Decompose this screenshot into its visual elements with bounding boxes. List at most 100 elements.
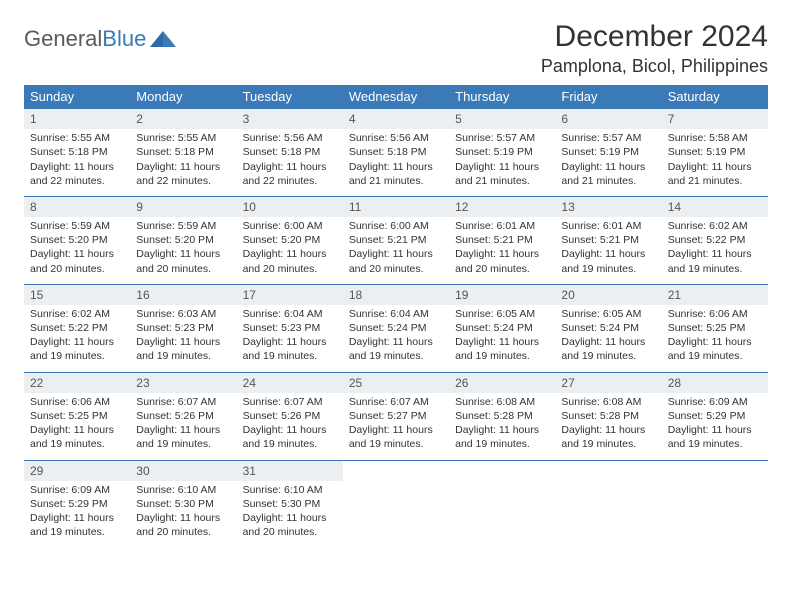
day-number: 19 <box>449 285 555 305</box>
day-number: 18 <box>343 285 449 305</box>
weekday-header: Monday <box>130 85 236 109</box>
sunrise-line: Sunrise: 6:05 AM <box>455 307 549 321</box>
day-content: Sunrise: 5:55 AMSunset: 5:18 PMDaylight:… <box>130 129 236 196</box>
calendar-cell: 29Sunrise: 6:09 AMSunset: 5:29 PMDayligh… <box>24 460 130 547</box>
day-content: Sunrise: 6:08 AMSunset: 5:28 PMDaylight:… <box>449 393 555 460</box>
sunrise-line: Sunrise: 6:02 AM <box>30 307 124 321</box>
calendar-row: 15Sunrise: 6:02 AMSunset: 5:22 PMDayligh… <box>24 284 768 372</box>
daylight-line: Daylight: 11 hours and 22 minutes. <box>30 160 124 188</box>
day-content: Sunrise: 6:07 AMSunset: 5:27 PMDaylight:… <box>343 393 449 460</box>
daylight-line: Daylight: 11 hours and 20 minutes. <box>243 511 337 539</box>
day-number: 16 <box>130 285 236 305</box>
day-number: 21 <box>662 285 768 305</box>
daylight-line: Daylight: 11 hours and 19 minutes. <box>136 423 230 451</box>
calendar-cell <box>449 460 555 547</box>
day-content: Sunrise: 6:00 AMSunset: 5:20 PMDaylight:… <box>237 217 343 284</box>
daylight-line: Daylight: 11 hours and 21 minutes. <box>349 160 443 188</box>
day-number-empty <box>449 461 555 481</box>
logo-text-blue: Blue <box>102 26 146 51</box>
calendar-cell <box>555 460 661 547</box>
daylight-line: Daylight: 11 hours and 19 minutes. <box>668 247 762 275</box>
calendar-row: 22Sunrise: 6:06 AMSunset: 5:25 PMDayligh… <box>24 372 768 460</box>
sunrise-line: Sunrise: 6:09 AM <box>30 483 124 497</box>
daylight-line: Daylight: 11 hours and 19 minutes. <box>136 335 230 363</box>
day-content: Sunrise: 6:07 AMSunset: 5:26 PMDaylight:… <box>130 393 236 460</box>
sunrise-line: Sunrise: 6:07 AM <box>136 395 230 409</box>
day-content: Sunrise: 6:02 AMSunset: 5:22 PMDaylight:… <box>662 217 768 284</box>
sunset-line: Sunset: 5:29 PM <box>30 497 124 511</box>
calendar-cell: 13Sunrise: 6:01 AMSunset: 5:21 PMDayligh… <box>555 196 661 284</box>
calendar-cell: 31Sunrise: 6:10 AMSunset: 5:30 PMDayligh… <box>237 460 343 547</box>
day-content: Sunrise: 6:00 AMSunset: 5:21 PMDaylight:… <box>343 217 449 284</box>
calendar-cell: 22Sunrise: 6:06 AMSunset: 5:25 PMDayligh… <box>24 372 130 460</box>
day-content: Sunrise: 5:58 AMSunset: 5:19 PMDaylight:… <box>662 129 768 196</box>
day-content: Sunrise: 6:10 AMSunset: 5:30 PMDaylight:… <box>237 481 343 548</box>
daylight-line: Daylight: 11 hours and 19 minutes. <box>561 247 655 275</box>
sunrise-line: Sunrise: 6:02 AM <box>668 219 762 233</box>
sunrise-line: Sunrise: 6:06 AM <box>30 395 124 409</box>
day-content: Sunrise: 6:08 AMSunset: 5:28 PMDaylight:… <box>555 393 661 460</box>
day-number: 26 <box>449 373 555 393</box>
daylight-line: Daylight: 11 hours and 20 minutes. <box>136 511 230 539</box>
location-text: Pamplona, Bicol, Philippines <box>541 56 768 77</box>
daylight-line: Daylight: 11 hours and 22 minutes. <box>243 160 337 188</box>
calendar-cell: 6Sunrise: 5:57 AMSunset: 5:19 PMDaylight… <box>555 109 661 197</box>
day-content: Sunrise: 5:59 AMSunset: 5:20 PMDaylight:… <box>130 217 236 284</box>
sunset-line: Sunset: 5:20 PM <box>243 233 337 247</box>
calendar-cell: 28Sunrise: 6:09 AMSunset: 5:29 PMDayligh… <box>662 372 768 460</box>
daylight-line: Daylight: 11 hours and 19 minutes. <box>561 335 655 363</box>
sunrise-line: Sunrise: 6:04 AM <box>349 307 443 321</box>
sunrise-line: Sunrise: 5:55 AM <box>136 131 230 145</box>
sunset-line: Sunset: 5:19 PM <box>455 145 549 159</box>
sunrise-line: Sunrise: 5:59 AM <box>30 219 124 233</box>
sunset-line: Sunset: 5:23 PM <box>243 321 337 335</box>
day-number: 3 <box>237 109 343 129</box>
day-number: 9 <box>130 197 236 217</box>
day-content: Sunrise: 6:10 AMSunset: 5:30 PMDaylight:… <box>130 481 236 548</box>
calendar-cell: 4Sunrise: 5:56 AMSunset: 5:18 PMDaylight… <box>343 109 449 197</box>
sunset-line: Sunset: 5:21 PM <box>455 233 549 247</box>
sunrise-line: Sunrise: 5:58 AM <box>668 131 762 145</box>
sunrise-line: Sunrise: 5:56 AM <box>349 131 443 145</box>
sunset-line: Sunset: 5:26 PM <box>243 409 337 423</box>
day-content: Sunrise: 6:03 AMSunset: 5:23 PMDaylight:… <box>130 305 236 372</box>
calendar-body: 1Sunrise: 5:55 AMSunset: 5:18 PMDaylight… <box>24 109 768 548</box>
daylight-line: Daylight: 11 hours and 19 minutes. <box>455 335 549 363</box>
sunrise-line: Sunrise: 5:57 AM <box>561 131 655 145</box>
sunset-line: Sunset: 5:30 PM <box>243 497 337 511</box>
calendar-cell: 15Sunrise: 6:02 AMSunset: 5:22 PMDayligh… <box>24 284 130 372</box>
sunset-line: Sunset: 5:24 PM <box>455 321 549 335</box>
day-content: Sunrise: 6:01 AMSunset: 5:21 PMDaylight:… <box>449 217 555 284</box>
day-number: 25 <box>343 373 449 393</box>
daylight-line: Daylight: 11 hours and 19 minutes. <box>668 335 762 363</box>
daylight-line: Daylight: 11 hours and 19 minutes. <box>30 335 124 363</box>
day-content: Sunrise: 6:09 AMSunset: 5:29 PMDaylight:… <box>662 393 768 460</box>
sunset-line: Sunset: 5:30 PM <box>136 497 230 511</box>
daylight-line: Daylight: 11 hours and 19 minutes. <box>349 423 443 451</box>
daylight-line: Daylight: 11 hours and 20 minutes. <box>349 247 443 275</box>
calendar-cell: 24Sunrise: 6:07 AMSunset: 5:26 PMDayligh… <box>237 372 343 460</box>
calendar-cell: 1Sunrise: 5:55 AMSunset: 5:18 PMDaylight… <box>24 109 130 197</box>
calendar-cell: 23Sunrise: 6:07 AMSunset: 5:26 PMDayligh… <box>130 372 236 460</box>
calendar-cell: 19Sunrise: 6:05 AMSunset: 5:24 PMDayligh… <box>449 284 555 372</box>
weekday-header: Thursday <box>449 85 555 109</box>
sunrise-line: Sunrise: 6:01 AM <box>561 219 655 233</box>
sunset-line: Sunset: 5:20 PM <box>136 233 230 247</box>
calendar-row: 29Sunrise: 6:09 AMSunset: 5:29 PMDayligh… <box>24 460 768 547</box>
sunrise-line: Sunrise: 6:00 AM <box>349 219 443 233</box>
day-number-empty <box>343 461 449 481</box>
daylight-line: Daylight: 11 hours and 20 minutes. <box>455 247 549 275</box>
sunrise-line: Sunrise: 6:00 AM <box>243 219 337 233</box>
calendar-cell: 14Sunrise: 6:02 AMSunset: 5:22 PMDayligh… <box>662 196 768 284</box>
day-number: 27 <box>555 373 661 393</box>
calendar-cell <box>662 460 768 547</box>
daylight-line: Daylight: 11 hours and 19 minutes. <box>349 335 443 363</box>
calendar-cell: 7Sunrise: 5:58 AMSunset: 5:19 PMDaylight… <box>662 109 768 197</box>
day-number: 23 <box>130 373 236 393</box>
day-content: Sunrise: 6:05 AMSunset: 5:24 PMDaylight:… <box>449 305 555 372</box>
day-content: Sunrise: 5:57 AMSunset: 5:19 PMDaylight:… <box>555 129 661 196</box>
daylight-line: Daylight: 11 hours and 19 minutes. <box>668 423 762 451</box>
sunset-line: Sunset: 5:22 PM <box>30 321 124 335</box>
weekday-header: Tuesday <box>237 85 343 109</box>
day-content: Sunrise: 6:04 AMSunset: 5:23 PMDaylight:… <box>237 305 343 372</box>
